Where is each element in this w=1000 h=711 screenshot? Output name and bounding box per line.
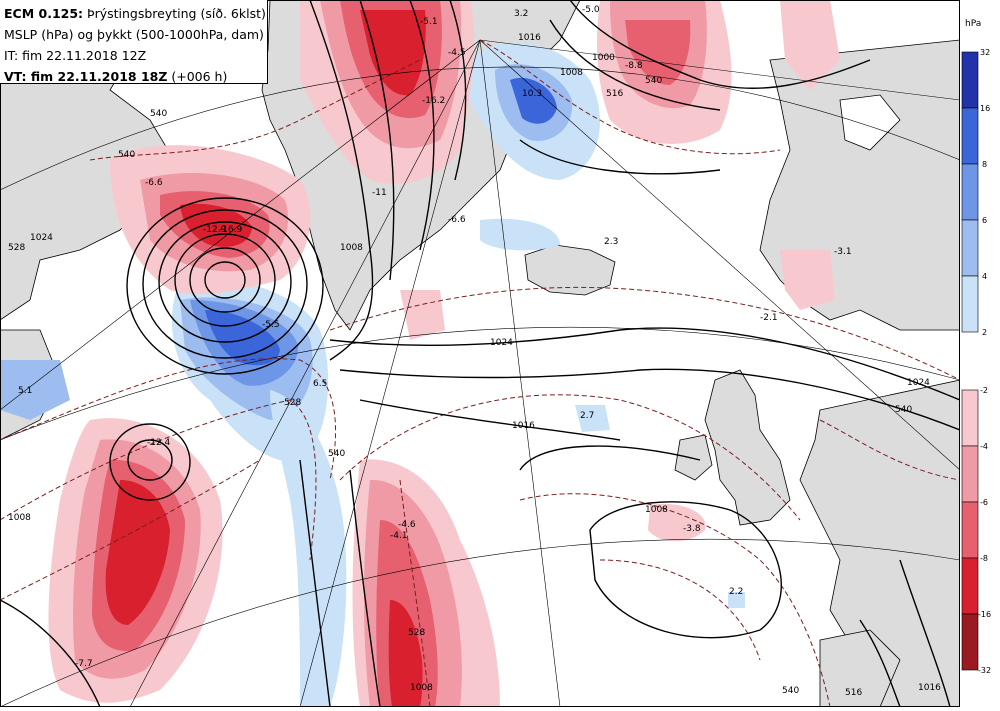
- field-name: Þrýstingsbreyting (síð. 6klst): [83, 6, 266, 21]
- isobar-label: 1016: [512, 421, 535, 431]
- tendency-value: -6.6: [145, 178, 163, 188]
- title-line-model: ECM 0.125: Þrýstingsbreyting (síð. 6klst…: [4, 3, 267, 24]
- pressure-fall-areas: [48, 0, 840, 707]
- legend-tick: 4: [982, 272, 987, 281]
- thickness-label: 528: [408, 628, 425, 638]
- thickness-label: 540: [782, 686, 799, 696]
- tendency-value: 3.2: [514, 9, 528, 19]
- title-line-init-time: IT: fim 22.11.2018 12Z: [4, 48, 147, 63]
- legend-swatch: [961, 275, 979, 333]
- thickness-label: 540: [328, 449, 345, 459]
- tendency-value: -4.5: [448, 48, 466, 58]
- graticule: [0, 39, 960, 707]
- tendency-value: -5.0: [582, 5, 600, 15]
- legend-tick: 6: [982, 216, 987, 225]
- tendency-value: 5.1: [18, 386, 32, 396]
- tendency-value: -2.1: [760, 313, 778, 323]
- legend-unit: hPa: [965, 19, 981, 29]
- legend-tick: -4: [980, 442, 988, 451]
- isobar-label: 1008: [340, 243, 363, 253]
- title-line-fields: MSLP (hPa) og þykkt (500-1000hPa, dam): [4, 27, 264, 42]
- legend-colorbars: hPa 32 16 8 6 4 2 -2 -4 -6: [961, 19, 991, 675]
- isobar-label: 1000: [592, 53, 615, 63]
- thickness-label: 528: [284, 398, 301, 408]
- legend-tick: -16: [978, 610, 991, 619]
- map-title-box: ECM 0.125: Þrýstingsbreyting (síð. 6klst…: [0, 0, 268, 84]
- tendency-value: 6.5: [313, 379, 327, 389]
- legend-tick: -32: [978, 666, 991, 675]
- isobar-label: 1024: [490, 338, 513, 348]
- tendency-value: 2.2: [729, 587, 743, 597]
- legend-tick: -8: [980, 554, 988, 563]
- tendency-value: -16.2: [422, 96, 445, 106]
- tendency-value: -12.4: [147, 438, 171, 448]
- legend-swatch: [961, 613, 979, 671]
- legend-swatch: [961, 557, 979, 615]
- tendency-value: 10.3: [522, 89, 542, 99]
- thickness-label: 528: [8, 243, 25, 253]
- legend-tick: 2: [982, 328, 987, 337]
- tendency-value: -6.6: [448, 215, 466, 225]
- tendency-value: -7.7: [75, 659, 93, 669]
- legend-swatch: [961, 501, 979, 559]
- isobar-label: 1008: [8, 513, 31, 523]
- legend-negative-ticks: -2 -4 -6 -8 -16 -32: [978, 386, 991, 675]
- legend-swatch: [961, 163, 979, 221]
- isobar-label: 1008: [410, 683, 433, 693]
- thickness-label: 540: [150, 109, 167, 119]
- thickness-label: 540: [645, 76, 662, 86]
- tendency-values: -5.1 -4.5 -16.2 -6.6 -12.9 -6.6 -16.9 -5…: [18, 5, 852, 669]
- isobars: [0, 0, 960, 707]
- tendency-value: -3.1: [834, 247, 852, 257]
- tendency-value: -16.9: [219, 225, 243, 235]
- isobar-label: 1008: [645, 505, 668, 515]
- legend-swatch: [961, 107, 979, 165]
- isobar-label: 1016: [518, 33, 541, 43]
- thickness-label: 540: [118, 150, 135, 160]
- thickness-labels: 540 540 528 540 516 540 528 540 540 516 …: [8, 76, 912, 698]
- legend-tick: -2: [980, 386, 988, 395]
- lead-time: (+006 h): [167, 69, 228, 84]
- valid-time: VT: fim 22.11.2018 18Z: [4, 69, 168, 84]
- model-name: ECM 0.125:: [4, 6, 84, 21]
- title-line-valid-time: VT: fim 22.11.2018 18Z (+006 h): [4, 66, 267, 87]
- isobar-label: 1024: [30, 233, 53, 243]
- thickness-label: 516: [845, 688, 862, 698]
- legend-positive-bar: [961, 51, 979, 333]
- isobar-label: 1016: [918, 683, 941, 693]
- legend-swatch: [961, 445, 979, 503]
- tendency-value: -5.5: [262, 320, 280, 330]
- tendency-value: -4.6: [398, 520, 416, 530]
- isobar-label: 1024: [907, 378, 930, 388]
- legend-swatch: [961, 219, 979, 277]
- legend-positive-ticks: 32 16 8 6 4 2: [980, 48, 990, 337]
- isobar-labels: 1024 1024 1016 1008 1008 1000 1008 1016 …: [8, 33, 941, 693]
- tendency-value: -12.9: [203, 225, 227, 235]
- isobar-label: 1008: [560, 68, 583, 78]
- color-legend: hPa 32 16 8 6 4 2 -2 -4 -6: [960, 0, 1000, 707]
- legend-negative-bar: [961, 389, 979, 671]
- weather-map: 1024 1024 1016 1008 1008 1000 1008 1016 …: [0, 0, 960, 707]
- tendency-value: -8.8: [625, 61, 643, 71]
- tendency-value: 2.3: [604, 237, 618, 247]
- legend-swatch: [961, 389, 979, 447]
- tendency-value: -3.8: [683, 524, 701, 534]
- tendency-value: -11: [372, 188, 387, 198]
- thickness-label: 540: [895, 405, 912, 415]
- legend-tick: 16: [980, 104, 990, 113]
- thickness-contours: [0, 39, 960, 707]
- thickness-label: 516: [606, 89, 623, 99]
- legend-tick: -6: [980, 498, 988, 507]
- legend-tick: 32: [980, 48, 990, 57]
- tendency-value: -5.1: [420, 17, 438, 27]
- legend-swatch: [961, 51, 979, 109]
- tendency-value: -4.1: [390, 531, 408, 541]
- tendency-value: 2.7: [580, 411, 594, 421]
- legend-tick: 8: [982, 160, 987, 169]
